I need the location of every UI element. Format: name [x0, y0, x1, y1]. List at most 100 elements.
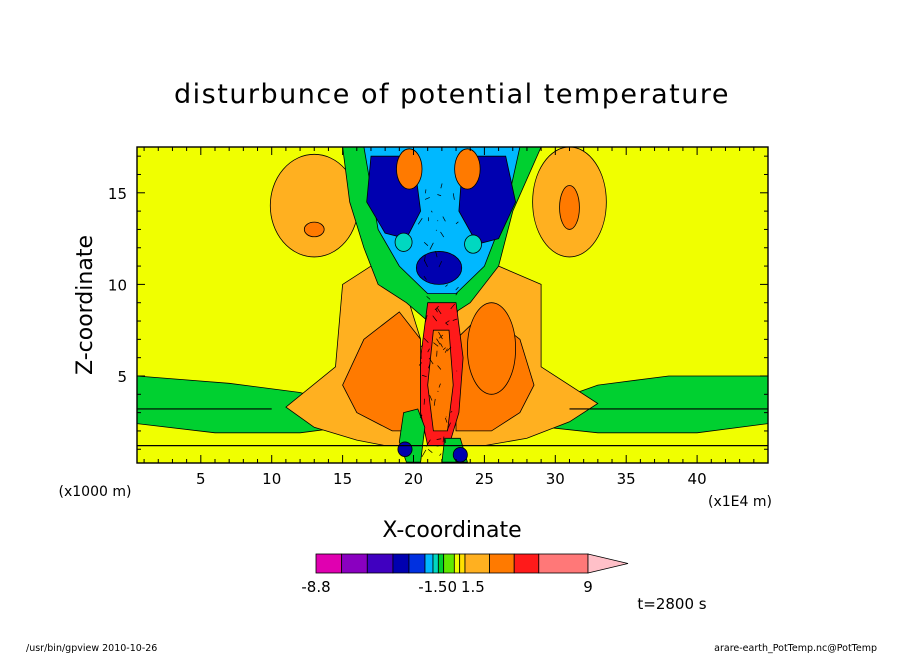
y-tick-label: 5 — [117, 368, 127, 386]
colorbar-segment — [538, 553, 589, 574]
x-tick-label: 5 — [196, 470, 206, 488]
contour-line — [445, 322, 449, 326]
contour-region — [427, 329, 454, 432]
contour-line — [434, 305, 439, 311]
x-unit-label: (x1E4 m) — [708, 494, 772, 510]
x-tick-labels: 5 10 15 20 25 30 35 40 — [196, 470, 707, 488]
x-tick-label: 30 — [546, 470, 565, 488]
contour-line — [439, 453, 442, 456]
contour-line — [440, 183, 443, 189]
colorbar-segment — [437, 553, 445, 574]
contour-line — [421, 449, 427, 458]
contour-line — [418, 362, 422, 366]
contour-region — [397, 441, 413, 457]
contour-line — [423, 337, 429, 343]
plot-area — [136, 146, 769, 464]
contour-line — [428, 357, 434, 365]
contour-line — [425, 189, 427, 194]
contour-line — [438, 383, 441, 388]
footer-left: /usr/bin/gpview 2010-10-26 — [26, 643, 157, 654]
colorbar-segment — [513, 553, 540, 574]
contour-line — [445, 320, 450, 324]
colorbar-label: 9 — [583, 578, 593, 596]
contour-region — [269, 153, 359, 258]
colorbar-segment — [392, 553, 410, 574]
contour-region — [466, 302, 516, 395]
colorbar-label: -8.8 — [301, 578, 330, 596]
contour-line — [427, 348, 430, 353]
contour-line — [445, 417, 448, 423]
contour-lines — [137, 183, 768, 458]
colorbar-segment — [453, 553, 461, 574]
x-tick-label: 20 — [404, 470, 423, 488]
contour-line — [442, 436, 445, 443]
contour-line — [455, 292, 458, 296]
contour-region — [464, 234, 482, 254]
colorbar-segment — [443, 553, 455, 574]
contour-line — [450, 303, 455, 310]
contour-line — [432, 315, 438, 322]
contour-line — [437, 365, 442, 370]
colorbar-segment — [432, 553, 439, 574]
colorbar-segment — [341, 553, 368, 574]
colorbar-label: -1.50 — [418, 578, 457, 596]
contour-line — [445, 284, 448, 287]
contour-line — [446, 346, 452, 352]
contour-line — [442, 216, 446, 222]
y-tick-label: 10 — [108, 276, 127, 294]
contour-line — [420, 344, 424, 348]
contour-region — [394, 232, 413, 252]
colorbar-segment — [408, 553, 426, 574]
colorbar-segment — [489, 553, 515, 574]
contour-region — [454, 148, 481, 190]
contour-region — [559, 185, 580, 230]
contour-line — [436, 338, 441, 345]
contour-line — [440, 231, 445, 238]
colorbar-segment — [315, 553, 343, 574]
axis-ticks — [137, 147, 769, 463]
colorbar-segment — [424, 553, 434, 574]
contour-line — [427, 448, 433, 453]
contour-line — [424, 197, 430, 200]
x-tick-label: 15 — [333, 470, 352, 488]
x-tick-label: 10 — [262, 470, 281, 488]
contour-line — [426, 296, 431, 300]
contour-line — [438, 334, 444, 339]
colorbar-overflow-arrow — [587, 553, 629, 574]
contour-line — [442, 347, 446, 351]
chart-title: disturbunce of potential temperature — [174, 79, 730, 110]
contour-line — [452, 318, 458, 321]
contour-line — [436, 438, 442, 440]
contour-line — [440, 343, 443, 348]
contour-line — [423, 275, 427, 280]
y-axis-label: Z-coordinate — [73, 235, 98, 375]
x-tick-label: 40 — [688, 470, 707, 488]
contour-line — [421, 374, 427, 378]
contour-line — [447, 422, 451, 431]
colorbar-segment — [464, 553, 491, 574]
colorbar — [315, 553, 629, 574]
contour-region — [415, 251, 463, 285]
contour-line — [435, 250, 438, 258]
contour-line — [438, 261, 443, 268]
y-tick-labels: 5 10 15 — [108, 185, 127, 386]
plot-frame — [136, 146, 769, 464]
contour-line — [417, 217, 423, 225]
contour-line — [444, 348, 448, 353]
contour-line — [455, 221, 459, 225]
contour-line — [429, 242, 434, 250]
contour-line — [455, 286, 459, 291]
contour-line — [425, 439, 431, 447]
contour-line — [423, 242, 429, 246]
contour-line — [450, 410, 453, 413]
contour-line — [425, 315, 428, 323]
contour-region — [452, 447, 468, 463]
contour-line — [435, 308, 438, 313]
footer-right: arare-earth_PotTemp.nc@PotTemp — [714, 643, 877, 654]
contour-line — [452, 193, 455, 200]
contour-line — [431, 210, 433, 213]
contour-line — [433, 398, 436, 406]
x-tick-label: 35 — [617, 470, 636, 488]
contour-line — [428, 363, 431, 369]
x-axis-label: X-coordinate — [382, 518, 521, 543]
